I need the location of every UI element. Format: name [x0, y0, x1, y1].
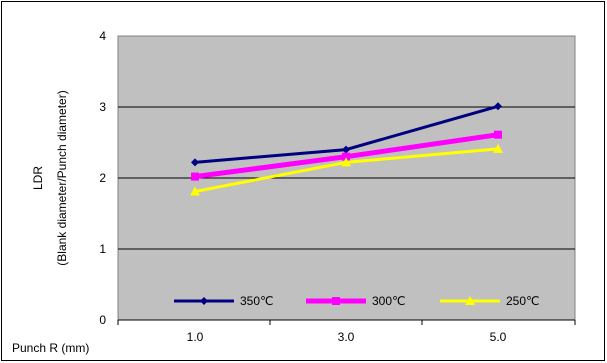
axis-labels: LDR (Blank diameter/Punch diameter) Punc…	[12, 90, 89, 355]
legend-entry: 350℃	[174, 294, 274, 308]
legend-label: 350℃	[240, 294, 274, 308]
data-point	[494, 102, 502, 111]
x-tick-label: 3.0	[338, 330, 355, 344]
data-point	[465, 296, 475, 305]
data-point	[494, 130, 502, 139]
legend-label: 250℃	[506, 294, 540, 308]
x-axis-title: Punch R (mm)	[12, 341, 89, 355]
series-layer	[190, 102, 503, 196]
series-square	[191, 130, 502, 181]
legend-label: 300℃	[372, 294, 406, 308]
data-point	[190, 186, 200, 196]
y-tick-label: 3	[99, 100, 106, 114]
y-tick-label: 4	[99, 29, 106, 43]
y-axis-title: LDR	[31, 166, 45, 190]
y-tick-label: 2	[99, 171, 106, 185]
y-tick-label: 0	[99, 313, 106, 327]
x-tick-label: 1.0	[187, 330, 204, 344]
x-tick-label: 5.0	[490, 330, 507, 344]
legend-entry: 300℃	[306, 294, 406, 308]
y-tick-label: 1	[99, 242, 106, 256]
data-point	[493, 143, 503, 153]
axis-ticks: 0 1 2 3 4 1.0 3.0 5.0	[99, 29, 576, 344]
data-point	[200, 297, 208, 305]
data-point	[332, 297, 340, 305]
data-point	[341, 157, 351, 167]
legend: 350℃ 300℃ 250℃	[174, 294, 540, 308]
y-axis-subtitle: (Blank diameter/Punch diameter)	[55, 90, 69, 265]
data-point	[342, 145, 350, 154]
data-point	[191, 158, 199, 167]
legend-entry: 250℃	[440, 294, 540, 308]
data-point	[342, 152, 350, 161]
data-point	[191, 172, 199, 181]
series-diamond	[191, 102, 502, 167]
series-triangle	[190, 143, 503, 196]
